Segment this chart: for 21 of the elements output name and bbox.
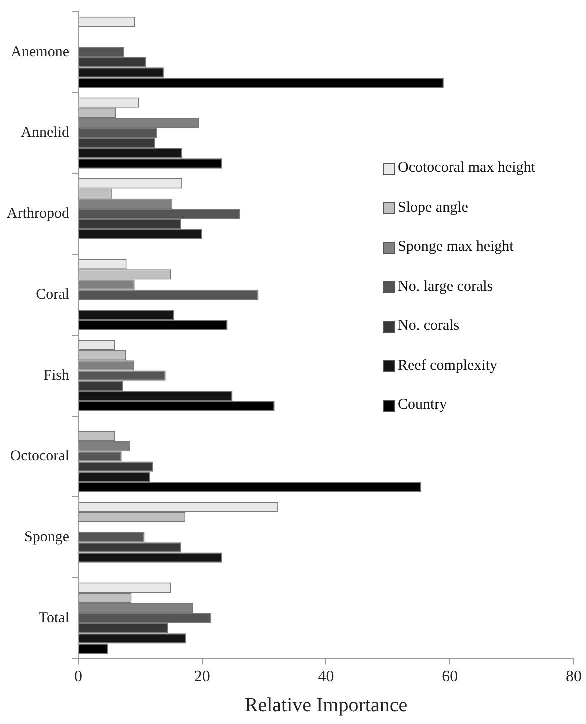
y-tick-label: Total — [38, 610, 70, 626]
legend-label: No. large corals — [398, 278, 494, 296]
legend-label: No. corals — [398, 318, 460, 335]
x-tick-label: 80 — [566, 668, 582, 686]
legend-label: Reef complexity — [398, 358, 498, 374]
y-tick-label: Octocoral — [10, 448, 70, 465]
legend-label: Sponge max height — [398, 239, 514, 256]
x-axis-title: Relative Importance — [244, 694, 408, 716]
x-tick-label: 0 — [74, 668, 82, 686]
x-tick-label: 60 — [442, 668, 458, 686]
legend-label: Country — [398, 397, 448, 414]
y-tick-label: Fish — [44, 368, 70, 384]
y-tick-label: Sponge — [24, 529, 70, 546]
y-tick-label: Anemone — [11, 44, 70, 60]
legend-label: Slope angle — [398, 200, 468, 216]
x-tick-label: 20 — [194, 668, 210, 686]
y-tick-label: Coral — [36, 286, 70, 303]
y-tick-label: Arthropod — [6, 206, 70, 222]
y-tick-label: Annelid — [21, 125, 70, 142]
legend-label: Ocotocoral max height — [398, 160, 536, 177]
x-tick-label: 40 — [318, 668, 334, 686]
